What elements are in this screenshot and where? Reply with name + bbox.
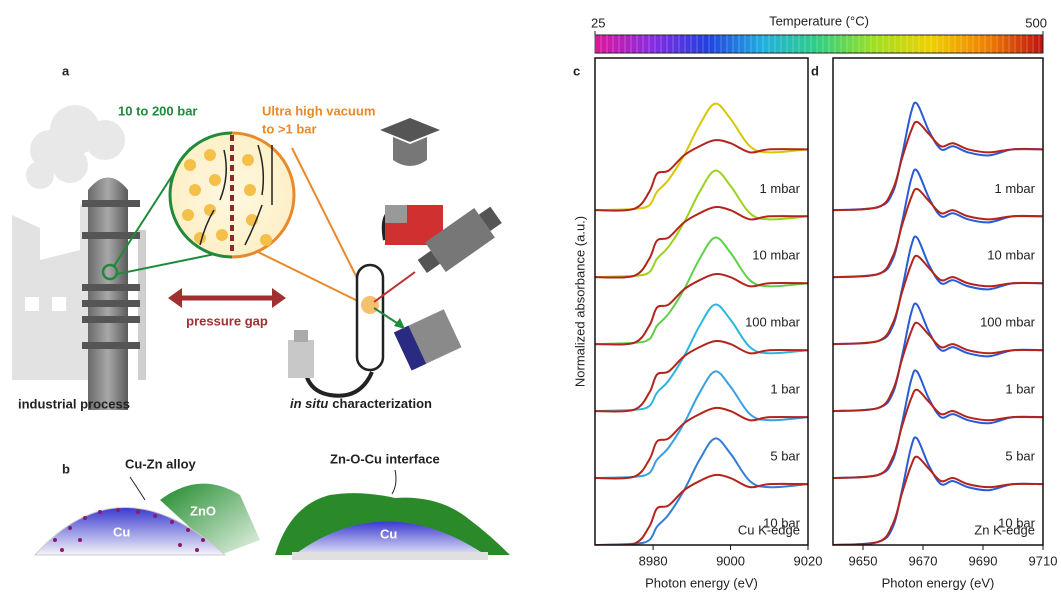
- spectrum: [595, 140, 808, 211]
- plot-frame: [595, 58, 808, 545]
- panel-label: c: [573, 63, 580, 78]
- condition-label: 100 mbar: [980, 315, 1036, 330]
- condition-label: 1 mbar: [995, 181, 1036, 196]
- caption: industrial process: [18, 396, 130, 411]
- note: Cu K-edge: [738, 522, 800, 537]
- caption: in situ characterization: [290, 396, 432, 411]
- spectrum: [595, 341, 808, 412]
- caption-rest: characterization: [332, 396, 432, 411]
- condition-label: 5 bar: [1005, 449, 1035, 464]
- spectrum: [833, 323, 1043, 411]
- plot-frame: [833, 58, 1043, 545]
- note: Zn K-edge: [974, 522, 1035, 537]
- x-tick-label: 9000: [716, 553, 745, 568]
- tick-label: 500: [1025, 15, 1047, 30]
- condition-label: 1 mbar: [760, 181, 801, 196]
- annotation: Cu: [380, 526, 397, 541]
- condition-label: 5 bar: [770, 449, 800, 464]
- condition-label: 1 bar: [770, 382, 800, 397]
- spectrum: [595, 274, 808, 345]
- colorbar: [595, 35, 1043, 53]
- colorbar-title: Temperature (°C): [769, 13, 869, 28]
- pressure-label: 10 to 200 bar: [118, 103, 198, 118]
- x-axis-title: Photon energy (eV): [645, 575, 758, 590]
- x-tick-label: 9650: [849, 553, 878, 568]
- x-tick-label: 9690: [969, 553, 998, 568]
- annotation: Cu-Zn alloy: [125, 456, 197, 471]
- pressure-label: Ultra high vacuum: [262, 103, 375, 118]
- panel-a-art: [12, 105, 506, 410]
- spectrum: [833, 122, 1043, 210]
- spectrum: [595, 207, 808, 278]
- annotation: Cu: [113, 524, 130, 539]
- tick-label: 25: [591, 15, 605, 30]
- x-tick-label: 8980: [639, 553, 668, 568]
- panel-label: d: [811, 63, 819, 78]
- condition-label: 1 bar: [1005, 382, 1035, 397]
- x-tick-label: 9670: [909, 553, 938, 568]
- y-axis-title: Normalized absorbance (a.u.): [572, 216, 587, 387]
- spectrum: [833, 189, 1043, 277]
- pressure-label: to >1 bar: [262, 121, 317, 136]
- x-tick-label: 9710: [1029, 553, 1058, 568]
- caption-italic: in situ: [290, 396, 328, 411]
- figure: a 10 to 200 bar Ultra high vacuum to >1 …: [0, 0, 1061, 593]
- annotation: ZnO: [190, 503, 216, 518]
- condition-label: 10 mbar: [987, 248, 1035, 263]
- condition-label: 100 mbar: [745, 315, 801, 330]
- spectrum: [595, 408, 808, 479]
- panel-label: b: [62, 461, 70, 476]
- panel-label: a: [62, 63, 70, 78]
- gap-label: pressure gap: [186, 313, 268, 328]
- panel-b-art: [35, 470, 510, 560]
- spectrum: [833, 256, 1043, 344]
- annotation: Zn-O-Cu interface: [330, 451, 440, 466]
- x-axis-title: Photon energy (eV): [882, 575, 995, 590]
- x-tick-label: 9020: [794, 553, 823, 568]
- condition-label: 10 mbar: [752, 248, 800, 263]
- spectrum: [833, 390, 1043, 478]
